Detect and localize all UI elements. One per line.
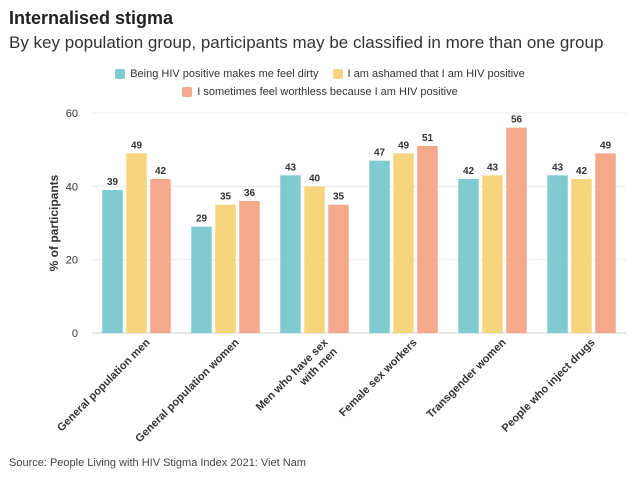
- x-tick-label: Transgender women: [424, 336, 508, 420]
- y-tick-label: 20: [66, 255, 78, 267]
- y-tick-label: 40: [66, 181, 78, 193]
- data-label: 51: [422, 133, 434, 144]
- chart-title: Internalised stigma: [9, 8, 174, 28]
- legend-label-dirty: Being HIV positive makes me feel dirty: [130, 68, 319, 80]
- bar: [239, 201, 260, 333]
- bar: [304, 186, 325, 333]
- bar: [126, 153, 147, 333]
- data-label: 40: [309, 173, 321, 184]
- x-tick-label-line: Men who have sex: [254, 336, 331, 413]
- data-label: 43: [285, 162, 297, 173]
- data-label: 36: [244, 188, 256, 199]
- data-label: 35: [220, 192, 232, 203]
- data-label: 29: [196, 214, 208, 225]
- legend-swatch-dirty: [115, 69, 126, 79]
- y-tick-label: 0: [72, 328, 78, 340]
- data-label: 42: [155, 166, 167, 177]
- legend-item-dirty: Being HIV positive makes me feel dirty: [115, 68, 319, 80]
- y-axis-label: % of participants: [47, 174, 61, 271]
- x-tick-label: General population men: [55, 336, 153, 434]
- x-tick-label: Men who have sexwith men: [254, 336, 341, 423]
- data-label: 42: [576, 166, 588, 177]
- bar: [280, 175, 301, 333]
- bar: [102, 190, 123, 333]
- legend-swatch-worthless: [182, 87, 193, 97]
- data-label: 47: [374, 148, 386, 159]
- legend-label-worthless: I sometimes feel worthless because I am …: [197, 86, 458, 98]
- bar: [369, 160, 390, 333]
- data-label: 42: [463, 166, 475, 177]
- bar: [458, 179, 479, 333]
- x-tick-label: General population women: [133, 336, 242, 445]
- bar: [328, 204, 349, 333]
- legend-item-ashamed: I am ashamed that I am HIV positive: [332, 68, 525, 80]
- legend-item-worthless: I sometimes feel worthless because I am …: [182, 86, 458, 98]
- source-note: Source: People Living with HIV Stigma In…: [9, 457, 306, 469]
- x-tick-label-line: Female sex workers: [337, 337, 419, 419]
- bar: [417, 146, 438, 333]
- data-label: 43: [552, 162, 564, 173]
- x-tick-label: People who inject drugs: [500, 337, 598, 435]
- data-label: 56: [511, 115, 523, 126]
- bar: [595, 153, 616, 333]
- bar: [482, 175, 503, 333]
- bar: [506, 127, 527, 334]
- y-tick-label: 60: [66, 108, 78, 120]
- data-label: 35: [333, 192, 345, 203]
- bar: [571, 179, 592, 333]
- x-tick-label-line: General population women: [133, 336, 242, 445]
- legend-label-ashamed: I am ashamed that I am HIV positive: [347, 68, 525, 80]
- bar: [150, 179, 171, 333]
- data-label: 43: [487, 162, 499, 173]
- legend-swatch-ashamed: [332, 69, 343, 79]
- x-tick-label-line: Transgender women: [424, 336, 508, 420]
- bar: [393, 153, 414, 333]
- bar: [547, 175, 568, 333]
- data-label: 49: [600, 140, 612, 151]
- data-label: 49: [398, 140, 410, 151]
- bar: [191, 226, 212, 333]
- bar: [215, 204, 236, 333]
- x-tick-label-line: People who inject drugs: [500, 337, 598, 435]
- chart-legend: Being HIV positive makes me feel dirty I…: [0, 66, 640, 100]
- chart-subtitle: By key population group, participants ma…: [9, 33, 604, 52]
- data-label: 39: [107, 177, 119, 188]
- x-tick-label-line: General population men: [55, 336, 153, 434]
- data-label: 49: [131, 140, 143, 151]
- x-tick-label: Female sex workers: [337, 337, 419, 419]
